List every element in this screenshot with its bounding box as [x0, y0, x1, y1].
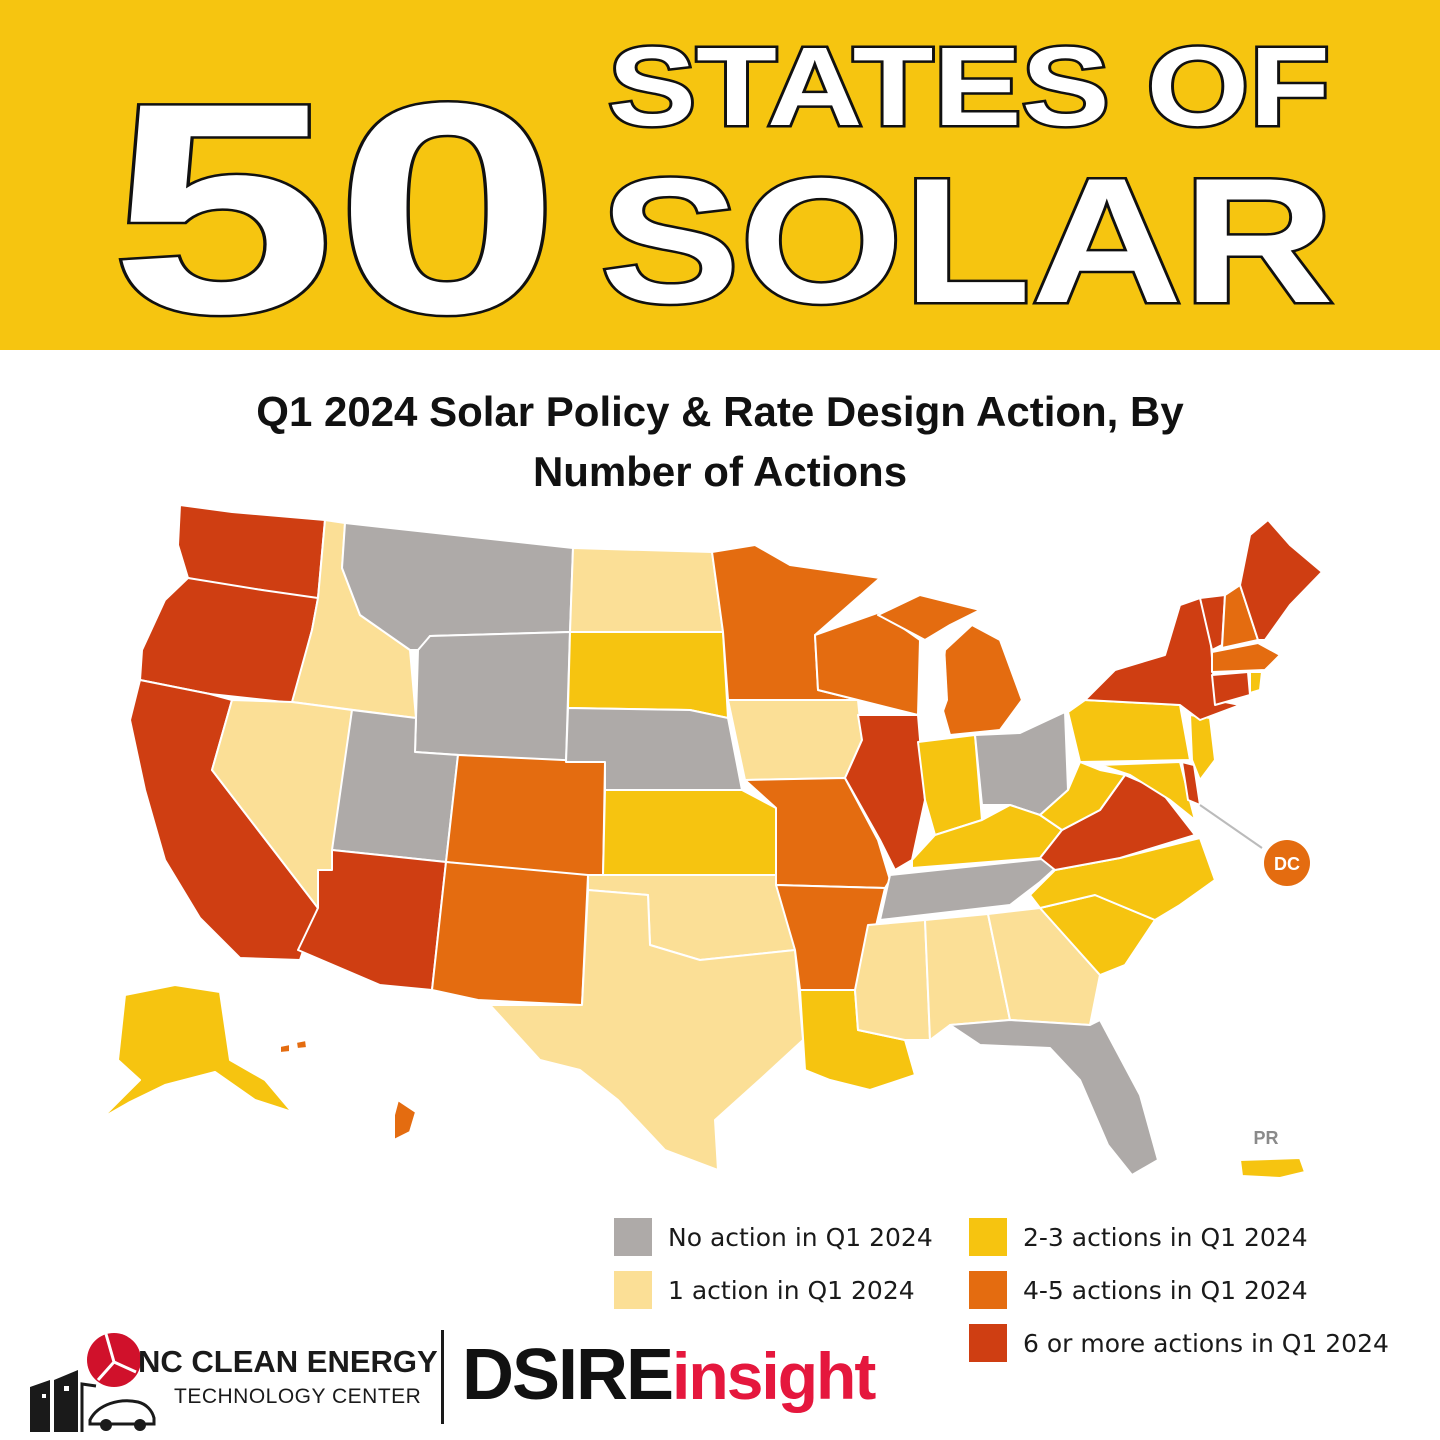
state-rhode-island: [1250, 672, 1262, 693]
state-kansas: [603, 790, 776, 875]
nc-clean-energy-title: NC CLEAN ENERGY: [138, 1344, 438, 1380]
legend-item-one: 1 action in Q1 2024: [614, 1270, 915, 1310]
state-iowa: [728, 700, 862, 780]
legend-label-two-three: 2-3 actions in Q1 2024: [1023, 1223, 1308, 1252]
state-hawaii-big-island: [394, 1100, 416, 1140]
territory-puerto-rico: [1240, 1158, 1305, 1178]
state-mississippi: [855, 920, 930, 1040]
state-pennsylvania: [1068, 700, 1190, 762]
legend-label-none: No action in Q1 2024: [668, 1223, 933, 1252]
state-indiana: [918, 735, 982, 835]
legend-item-none: No action in Q1 2024: [614, 1217, 933, 1257]
dsire-logo-main: DSIRE: [462, 1335, 672, 1415]
legend-swatch-none: [614, 1218, 652, 1256]
state-arizona: [298, 850, 446, 990]
state-michigan: [940, 625, 1022, 735]
dsire-insight-logo: DSIREinsight: [462, 1330, 874, 1421]
dc-label: DC: [1274, 854, 1300, 874]
dc-leader-line: [1200, 805, 1262, 848]
state-alaska: [102, 985, 292, 1118]
legend-label-four-five: 4-5 actions in Q1 2024: [1023, 1276, 1308, 1305]
state-florida: [950, 1020, 1158, 1175]
legend-label-one: 1 action in Q1 2024: [668, 1276, 915, 1305]
state-colorado: [446, 755, 605, 880]
legend-label-six-plus: 6 or more actions in Q1 2024: [1023, 1329, 1389, 1358]
legend-swatch-four-five: [969, 1271, 1007, 1309]
legend-item-four-five: 4-5 actions in Q1 2024: [969, 1270, 1308, 1310]
legend-item-two-three: 2-3 actions in Q1 2024: [969, 1217, 1308, 1257]
legend-swatch-two-three: [969, 1218, 1007, 1256]
state-south-dakota: [568, 632, 728, 718]
nc-clean-energy-subtitle: TECHNOLOGY CENTER: [174, 1385, 421, 1409]
dsire-logo-accent: insight: [672, 1339, 874, 1413]
state-hawaii-islands: [280, 1040, 307, 1053]
state-maine: [1240, 520, 1322, 640]
legend-item-six-plus: 6 or more actions in Q1 2024: [969, 1323, 1389, 1363]
state-north-dakota: [570, 548, 723, 632]
state-new-mexico: [432, 862, 588, 1005]
pr-label: PR: [1253, 1128, 1278, 1148]
state-wyoming: [415, 632, 570, 762]
legend-swatch-six-plus: [969, 1324, 1007, 1362]
footer-divider: [441, 1330, 444, 1424]
state-connecticut: [1212, 672, 1250, 705]
state-oregon: [140, 578, 318, 703]
legend-swatch-one: [614, 1271, 652, 1309]
